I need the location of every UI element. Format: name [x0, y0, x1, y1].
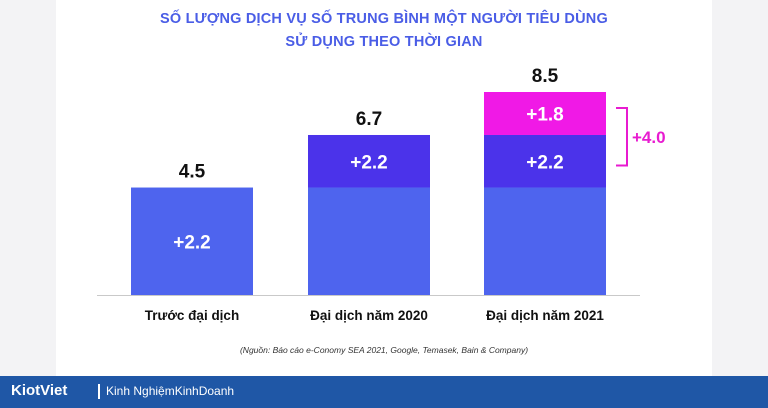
segment-label: +2.2: [173, 232, 211, 253]
labels-group: +2.2 +2.2 +2.2 +1.8 4.5 6.7 8.5 Trước đại dịch Đ…: [145, 66, 666, 323]
category-label: Đại dịch năm 2021: [486, 308, 604, 323]
chart-title-line1: SỐ LƯỢNG DỊCH VỤ SỐ TRUNG BÌNH MỘT NGƯỜI…: [160, 11, 608, 27]
category-label: Trước đại dịch: [145, 308, 239, 323]
footer-bar: KiotViet Kinh NghiệmKinhDoanh: [0, 376, 768, 408]
total-label: 4.5: [179, 162, 206, 183]
segment-label: +2.2: [350, 152, 388, 173]
source-note: (Nguồn: Báo cáo e-Conomy SEA 2021, Googl…: [239, 345, 529, 355]
bar-segment: [484, 187, 606, 295]
bars-group: [97, 92, 640, 296]
segment-label: +1.8: [526, 104, 564, 125]
brand-logo[interactable]: KiotViet: [11, 382, 68, 399]
total-label: 6.7: [356, 109, 382, 130]
bar-segment: [308, 187, 430, 295]
chart-title-line2: SỬ DỤNG THEO THỜI GIAN: [285, 34, 483, 50]
bar-segment: [484, 134, 606, 188]
segment-label: +2.2: [526, 152, 564, 173]
bracket-label: +4.0: [632, 128, 666, 147]
bar-segment: [131, 187, 253, 295]
bar-segment: [484, 92, 606, 135]
bracket-line: [616, 107, 628, 167]
bar-segment: [308, 134, 430, 188]
category-label: Đại dịch năm 2020: [310, 308, 428, 323]
footer-divider: [98, 384, 100, 399]
footer-tagline: Kinh NghiệmKinhDoanh: [106, 384, 235, 398]
total-label: 8.5: [532, 66, 559, 87]
